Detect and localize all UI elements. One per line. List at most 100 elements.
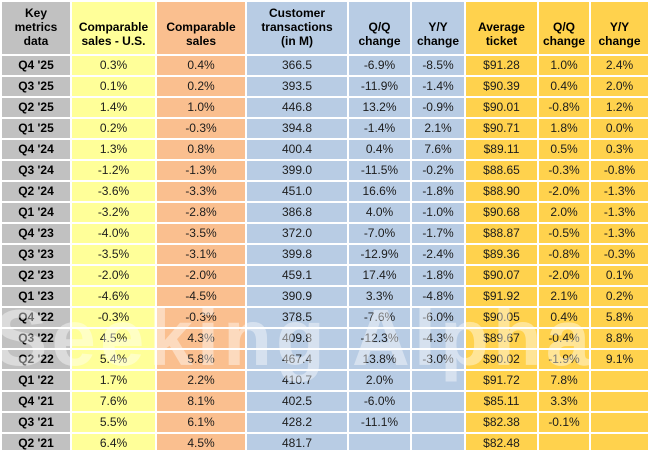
table-row: Q4 '21 7.6% 8.1% 402.5 -6.0% $85.11 3.3% [2,392,648,411]
table-row: Q3 '25 0.1% 0.2% 393.5 -11.9% -1.4% $90.… [2,77,648,96]
cell-comparable-sales: 6.1% [157,413,245,432]
col-header-transactions-qq: Q/Q change [349,2,410,54]
cell-transactions-yy: -1.0% [412,203,464,222]
cell-transactions: 378.5 [247,308,347,327]
col-header-transactions-yy: Y/Y change [412,2,464,54]
row-label: Q4 '21 [2,392,70,411]
cell-ticket-qq: -0.4% [539,329,589,348]
table-row: Q3 '22 4.5% 4.3% 409.8 -12.3% -4.3% $89.… [2,329,648,348]
cell-transactions: 400.4 [247,140,347,159]
cell-ticket-yy: -0.3% [591,245,648,264]
cell-transactions-yy: -1.8% [412,182,464,201]
cell-transactions-qq: 17.4% [349,266,410,285]
cell-average-ticket: $90.01 [466,98,537,117]
cell-transactions-qq: 13.2% [349,98,410,117]
cell-transactions: 366.5 [247,56,347,75]
cell-transactions-qq: 3.3% [349,287,410,306]
cell-transactions: 386.8 [247,203,347,222]
table-row: Q4 '23 -4.0% -3.5% 372.0 -7.0% -1.7% $88… [2,224,648,243]
cell-comparable-sales-us: 1.3% [72,140,155,159]
cell-transactions: 467.4 [247,350,347,369]
cell-comparable-sales: 2.2% [157,371,245,390]
cell-comparable-sales-us: 5.4% [72,350,155,369]
col-header-average-ticket: Average ticket [466,2,537,54]
row-label: Q1 '23 [2,287,70,306]
cell-ticket-yy [591,392,648,411]
cell-transactions: 394.8 [247,119,347,138]
cell-transactions-qq: -1.4% [349,119,410,138]
cell-average-ticket: $89.11 [466,140,537,159]
table-row: Q2 '22 5.4% 5.8% 467.4 13.8% -3.0% $90.0… [2,350,648,369]
cell-average-ticket: $90.68 [466,203,537,222]
cell-transactions-yy [412,392,464,411]
cell-ticket-yy: 0.3% [591,140,648,159]
cell-ticket-qq: -0.3% [539,161,589,180]
row-label: Q3 '23 [2,245,70,264]
cell-transactions-yy [412,413,464,432]
cell-transactions: 409.8 [247,329,347,348]
table-row: Q2 '25 1.4% 1.0% 446.8 13.2% -0.9% $90.0… [2,98,648,117]
cell-comparable-sales-us: -4.0% [72,224,155,243]
cell-ticket-yy: 8.8% [591,329,648,348]
cell-transactions: 390.9 [247,287,347,306]
row-label: Q3 '21 [2,413,70,432]
cell-transactions-qq [349,434,410,450]
cell-comparable-sales: -3.3% [157,182,245,201]
table-row: Q1 '24 -3.2% -2.8% 386.8 4.0% -1.0% $90.… [2,203,648,222]
cell-average-ticket: $91.92 [466,287,537,306]
cell-comparable-sales: -1.3% [157,161,245,180]
cell-average-ticket: $90.02 [466,350,537,369]
cell-transactions-qq: -6.0% [349,392,410,411]
table-row: Q1 '23 -4.6% -4.5% 390.9 3.3% -4.8% $91.… [2,287,648,306]
cell-ticket-qq: 0.5% [539,140,589,159]
row-label: Q4 '22 [2,308,70,327]
cell-transactions-qq: -11.5% [349,161,410,180]
cell-transactions: 372.0 [247,224,347,243]
col-header-key-metrics-data: Key metrics data [2,2,70,54]
cell-comparable-sales-us: -3.6% [72,182,155,201]
cell-ticket-yy: 0.0% [591,119,648,138]
cell-ticket-qq: -2.0% [539,266,589,285]
cell-transactions-yy: -2.4% [412,245,464,264]
cell-comparable-sales-us: 7.6% [72,392,155,411]
row-label: Q2 '24 [2,182,70,201]
cell-transactions-qq: 4.0% [349,203,410,222]
cell-transactions-qq: -7.0% [349,224,410,243]
cell-comparable-sales-us: -0.3% [72,308,155,327]
row-label: Q2 '22 [2,350,70,369]
cell-comparable-sales-us: -1.2% [72,161,155,180]
cell-ticket-yy: 0.1% [591,266,648,285]
row-label: Q1 '25 [2,119,70,138]
cell-ticket-yy: -1.3% [591,224,648,243]
cell-comparable-sales: -3.5% [157,224,245,243]
table-row: Q3 '23 -3.5% -3.1% 399.8 -12.9% -2.4% $8… [2,245,648,264]
cell-transactions-yy [412,371,464,390]
cell-comparable-sales-us: -4.6% [72,287,155,306]
cell-transactions-yy: -6.0% [412,308,464,327]
cell-comparable-sales: -0.3% [157,119,245,138]
row-label: Q4 '24 [2,140,70,159]
table-row: Q4 '24 1.3% 0.8% 400.4 0.4% 7.6% $89.11 … [2,140,648,159]
cell-transactions-yy: -1.8% [412,266,464,285]
cell-transactions-qq: 13.8% [349,350,410,369]
cell-transactions-qq: -11.1% [349,413,410,432]
cell-transactions-qq: 2.0% [349,371,410,390]
cell-comparable-sales: 0.4% [157,56,245,75]
cell-average-ticket: $91.28 [466,56,537,75]
cell-transactions-yy: -4.8% [412,287,464,306]
cell-average-ticket: $89.36 [466,245,537,264]
cell-ticket-qq: -0.8% [539,98,589,117]
cell-comparable-sales-us: 0.1% [72,77,155,96]
cell-comparable-sales: 1.0% [157,98,245,117]
cell-comparable-sales: 8.1% [157,392,245,411]
cell-ticket-qq: -1.9% [539,350,589,369]
cell-ticket-yy: 1.2% [591,98,648,117]
row-label: Q2 '21 [2,434,70,450]
cell-average-ticket: $90.71 [466,119,537,138]
cell-comparable-sales: -0.3% [157,308,245,327]
cell-ticket-qq: 3.3% [539,392,589,411]
table-body: Q4 '25 0.3% 0.4% 366.5 -6.9% -8.5% $91.2… [2,56,648,450]
cell-transactions-yy: -0.9% [412,98,464,117]
